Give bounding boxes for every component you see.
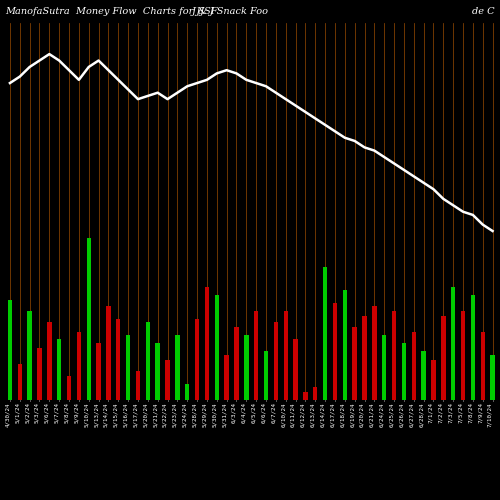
Bar xyxy=(490,354,495,400)
Bar xyxy=(146,322,150,400)
Bar xyxy=(470,295,475,400)
Bar xyxy=(126,336,130,400)
Bar xyxy=(136,371,140,400)
Bar xyxy=(362,316,366,400)
Bar xyxy=(175,336,180,400)
Bar xyxy=(214,295,219,400)
Bar xyxy=(451,286,456,400)
Bar xyxy=(8,300,12,400)
Bar xyxy=(303,392,308,400)
Bar xyxy=(185,384,190,400)
Bar xyxy=(432,360,436,400)
Bar xyxy=(224,354,229,400)
Bar xyxy=(28,311,32,400)
Bar xyxy=(76,332,81,400)
Bar xyxy=(284,311,288,400)
Bar xyxy=(274,322,278,400)
Bar xyxy=(244,336,248,400)
Bar xyxy=(461,311,465,400)
Bar xyxy=(422,352,426,400)
Bar xyxy=(294,338,298,400)
Bar xyxy=(254,311,258,400)
Bar xyxy=(441,316,446,400)
Bar xyxy=(38,348,42,400)
Bar xyxy=(402,344,406,400)
Bar xyxy=(204,286,209,400)
Bar xyxy=(352,327,357,400)
Bar xyxy=(166,360,170,400)
Bar xyxy=(392,311,396,400)
Bar xyxy=(313,387,318,400)
Bar xyxy=(57,338,62,400)
Bar xyxy=(323,268,328,400)
Bar xyxy=(116,319,120,400)
Text: ManofaSutra  Money Flow  Charts for JJSF: ManofaSutra Money Flow Charts for JJSF xyxy=(5,8,218,16)
Bar xyxy=(333,303,337,400)
Bar xyxy=(156,344,160,400)
Bar xyxy=(86,238,91,400)
Text: J & J Snack Foo: J & J Snack Foo xyxy=(192,8,268,16)
Text: de C: de C xyxy=(472,8,495,16)
Bar xyxy=(195,319,200,400)
Bar xyxy=(372,306,376,400)
Bar xyxy=(18,364,22,400)
Bar xyxy=(47,322,52,400)
Bar xyxy=(342,290,347,400)
Bar xyxy=(67,376,71,400)
Bar xyxy=(96,344,101,400)
Bar xyxy=(412,332,416,400)
Bar xyxy=(480,332,485,400)
Bar xyxy=(264,352,268,400)
Bar xyxy=(382,336,386,400)
Bar xyxy=(106,306,110,400)
Bar xyxy=(234,327,238,400)
